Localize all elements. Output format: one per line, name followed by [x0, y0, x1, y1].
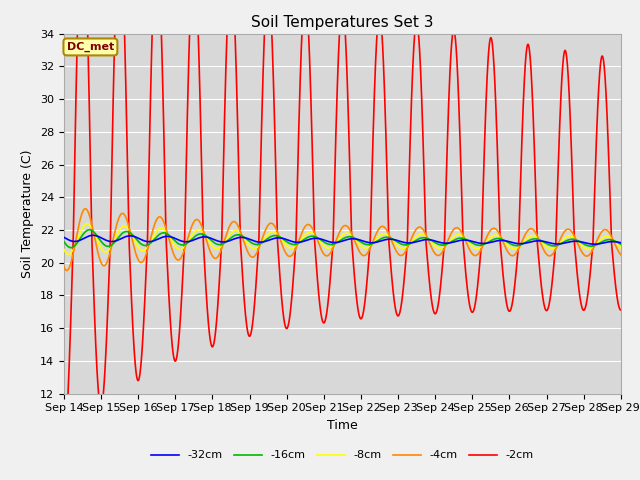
Line: -8cm: -8cm	[64, 224, 621, 254]
-4cm	[616, 251, 624, 257]
-4cm	[322, 253, 330, 259]
Line: -2cm: -2cm	[64, 0, 621, 443]
-4cm	[436, 252, 444, 257]
Line: -16cm: -16cm	[64, 230, 621, 248]
-16cm	[86, 227, 93, 233]
-16cm	[161, 230, 168, 236]
-32cm	[616, 240, 624, 245]
-4cm	[499, 239, 507, 244]
-16cm	[499, 237, 507, 242]
-32cm	[467, 238, 475, 244]
-2cm	[436, 284, 444, 290]
-32cm	[591, 241, 598, 247]
-8cm	[436, 246, 444, 252]
-8cm	[322, 244, 330, 250]
-32cm	[60, 235, 68, 240]
-32cm	[322, 238, 330, 243]
Title: Soil Temperatures Set 3: Soil Temperatures Set 3	[251, 15, 434, 30]
-32cm	[617, 240, 625, 246]
-32cm	[499, 238, 507, 243]
Text: DC_met: DC_met	[67, 42, 114, 52]
-8cm	[65, 252, 72, 257]
-8cm	[617, 245, 625, 251]
-16cm	[617, 241, 625, 247]
-4cm	[468, 250, 476, 255]
-8cm	[83, 221, 91, 227]
-4cm	[63, 267, 70, 273]
-4cm	[617, 252, 625, 258]
-4cm	[161, 220, 168, 226]
-4cm	[60, 264, 68, 270]
-2cm	[617, 307, 625, 313]
Y-axis label: Soil Temperature (C): Soil Temperature (C)	[22, 149, 35, 278]
-16cm	[616, 241, 624, 247]
-2cm	[322, 316, 330, 322]
-16cm	[322, 240, 330, 246]
-2cm	[616, 307, 624, 312]
-8cm	[60, 247, 68, 252]
-32cm	[89, 232, 97, 238]
-8cm	[161, 227, 168, 232]
X-axis label: Time: Time	[327, 419, 358, 432]
-2cm	[467, 308, 475, 314]
-16cm	[60, 239, 68, 245]
-8cm	[616, 244, 624, 250]
-2cm	[161, 145, 168, 151]
-8cm	[499, 237, 507, 243]
-16cm	[436, 242, 444, 248]
-32cm	[436, 240, 444, 245]
Line: -4cm: -4cm	[64, 209, 621, 270]
-4cm	[81, 206, 89, 212]
-2cm	[60, 440, 68, 445]
-8cm	[468, 243, 476, 249]
-16cm	[468, 240, 476, 245]
Legend: -32cm, -16cm, -8cm, -4cm, -2cm: -32cm, -16cm, -8cm, -4cm, -2cm	[147, 446, 538, 465]
-32cm	[161, 234, 168, 240]
Line: -32cm: -32cm	[64, 235, 621, 244]
-2cm	[499, 270, 507, 276]
-16cm	[67, 245, 75, 251]
